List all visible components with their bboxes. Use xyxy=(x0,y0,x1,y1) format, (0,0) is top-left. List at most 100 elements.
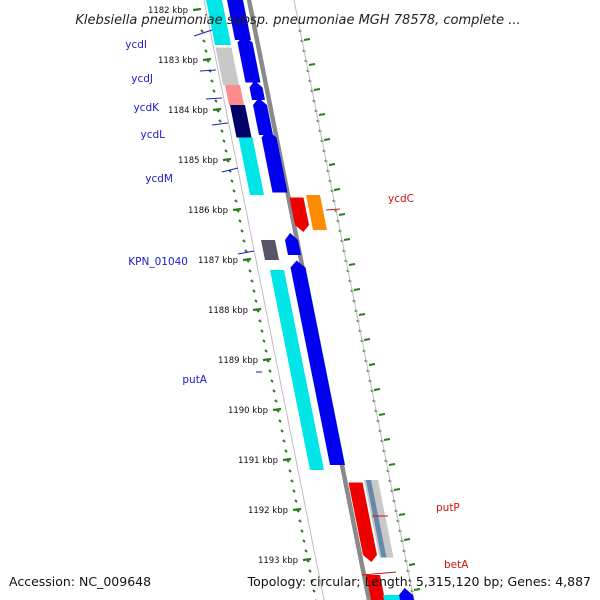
minor-tick-inner xyxy=(268,369,272,373)
outer-rail-tick xyxy=(333,188,341,191)
outer-rail-tick xyxy=(403,538,411,541)
gene-ycdL-coloured-feature xyxy=(230,105,252,138)
major-tick xyxy=(252,307,262,312)
minor-tick-inner xyxy=(304,549,308,553)
minor-tick-inner xyxy=(222,139,226,143)
minor-tick-inner xyxy=(250,279,254,283)
outer-rail-tick xyxy=(378,413,386,416)
minor-tick-inner xyxy=(212,89,216,93)
leader-line-ycdJ xyxy=(199,69,217,72)
minor-tick-inner xyxy=(242,239,246,243)
tick-label: 1193 kbp xyxy=(258,556,298,566)
outer-rail-tick xyxy=(413,588,421,591)
outer-rail-tick xyxy=(363,338,371,341)
minor-tick-inner xyxy=(292,489,296,493)
minor-tick-inner xyxy=(298,519,302,523)
outer-rail-tick xyxy=(348,263,356,266)
gene-putP-arrow xyxy=(348,482,377,562)
minor-tick-inner xyxy=(270,379,274,383)
tick-label: 1184 kbp xyxy=(168,106,208,116)
minor-tick-inner xyxy=(232,189,236,193)
minor-tick-inner xyxy=(238,219,242,223)
tick-label: 1190 kbp xyxy=(228,406,268,416)
minor-tick-inner xyxy=(254,299,258,303)
gene-label-ycdM: ycdM xyxy=(145,173,173,185)
gene-KPN01040-coloured-feature xyxy=(261,240,279,260)
gene-ycdC-coloured-feature xyxy=(306,195,327,230)
outer-rail-tick xyxy=(398,513,406,516)
minor-tick-inner xyxy=(302,539,306,543)
outer-rail-tick xyxy=(353,288,361,291)
tick-label: 1186 kbp xyxy=(188,206,228,216)
gene-ycdK-coloured-feature xyxy=(225,85,244,105)
minor-tick-inner xyxy=(230,179,234,183)
minor-tick-inner xyxy=(252,289,256,293)
major-tick xyxy=(262,357,272,362)
minor-tick-inner xyxy=(308,569,312,573)
gene-ycdJ-arrow xyxy=(237,35,261,83)
gene-label-KPN_01040: KPN_01040 xyxy=(128,256,188,268)
outer-rail-tick xyxy=(308,63,316,66)
gene-putP-coloured-stripe xyxy=(366,480,387,558)
outer-rail-tick xyxy=(338,213,346,216)
tick-label: 1187 kbp xyxy=(198,256,238,266)
minor-tick-inner xyxy=(244,249,248,253)
gene-ycdM-coloured-feature xyxy=(238,137,264,195)
minor-tick-inner xyxy=(288,469,292,473)
gene-next-coloured-feature xyxy=(383,595,402,600)
outer-rail-tick xyxy=(383,438,391,441)
gene-KPN01040-arrow xyxy=(285,233,301,255)
major-tick xyxy=(222,157,232,162)
gene-ycdI-coloured-feature xyxy=(206,0,231,45)
minor-tick-inner xyxy=(264,349,268,353)
gene-label-putA: putA xyxy=(182,374,207,386)
major-tick xyxy=(242,257,252,262)
outer-rail-tick xyxy=(368,363,376,366)
minor-tick-inner xyxy=(200,29,204,33)
gene-putA-coloured-feature xyxy=(270,270,324,470)
gene-label-putP: putP xyxy=(436,502,460,514)
gene-label-betA: betA xyxy=(444,559,469,571)
outer-rail-tick xyxy=(318,113,326,116)
minor-tick-inner xyxy=(218,119,222,123)
major-tick xyxy=(212,107,222,112)
gene-ycdL-arrow xyxy=(253,98,273,135)
minor-tick-inner xyxy=(272,389,276,393)
minor-tick-inner xyxy=(274,399,278,403)
minor-tick-inner xyxy=(294,499,298,503)
minor-tick-inner xyxy=(202,39,206,43)
tick-label: 1185 kbp xyxy=(178,156,218,166)
minor-tick-inner xyxy=(214,99,218,103)
major-tick xyxy=(272,407,282,412)
minor-tick-inner xyxy=(220,129,224,133)
scale-ticks: 1182 kbp 1183 kbp 1184 kbp 1185 kbp 1186 kbp… xyxy=(148,6,421,600)
outer-rail-tick xyxy=(313,88,321,91)
minor-tick-inner xyxy=(204,49,208,53)
outer-rail-tick xyxy=(343,238,351,241)
gene-ycdJ-coloured-feature xyxy=(215,47,239,85)
tick-label: 1182 kbp xyxy=(148,6,188,16)
minor-tick-inner xyxy=(278,419,282,423)
minor-tick-inner xyxy=(312,589,316,593)
minor-tick-inner xyxy=(234,199,238,203)
gene-label-ycdJ: ycdJ xyxy=(131,73,153,85)
minor-tick-inner xyxy=(300,529,304,533)
gene-label-ycdL: ycdL xyxy=(140,129,165,141)
leader-line-ycdI xyxy=(193,29,213,37)
backbone-inner-edge xyxy=(203,0,325,600)
leader-line-ycdC xyxy=(325,208,341,211)
leader-line-ycdK xyxy=(205,97,223,100)
leader-line-ycdL xyxy=(211,122,229,126)
tick-label: 1188 kbp xyxy=(208,306,248,316)
tick-label: 1191 kbp xyxy=(238,456,278,466)
minor-tick-inner xyxy=(240,229,244,233)
gene-label-ycdI: ycdI xyxy=(125,39,147,51)
tick-label: 1189 kbp xyxy=(218,356,258,366)
gene-ycdC-arrow xyxy=(289,197,309,232)
genome-summary-text: Topology: circular; Length: 5,315,120 bp… xyxy=(247,574,591,589)
gene-label-ycdC: ycdC xyxy=(388,193,414,205)
minor-tick-inner xyxy=(282,439,286,443)
minor-tick-inner xyxy=(310,579,314,583)
outer-rail-tick xyxy=(358,313,366,316)
